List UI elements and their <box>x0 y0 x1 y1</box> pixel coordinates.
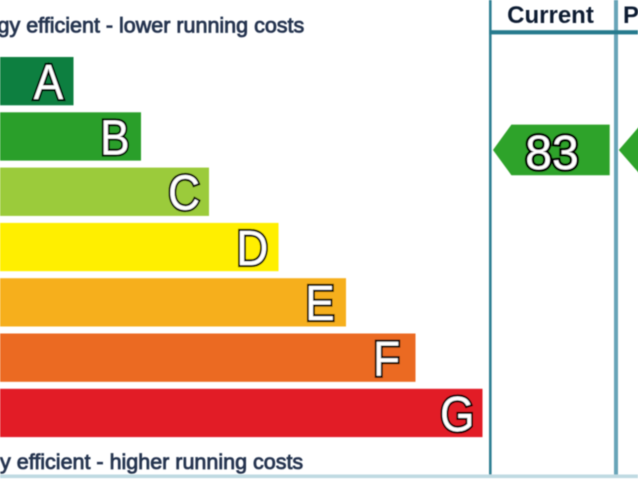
svg-text:Not energy efficient - higher: Not energy efficient - higher running co… <box>0 450 303 474</box>
svg-text:D: D <box>236 221 268 276</box>
svg-text:Current: Current <box>507 2 594 29</box>
svg-text:Very energy efficient - lower: Very energy efficient - lower running co… <box>0 14 304 38</box>
svg-text:G: G <box>440 387 474 442</box>
svg-text:C: C <box>168 165 200 220</box>
svg-text:83: 83 <box>525 127 578 180</box>
svg-text:E: E <box>305 276 334 331</box>
svg-text:F: F <box>373 331 400 386</box>
svg-text:Potential: Potential <box>623 2 638 29</box>
svg-text:A: A <box>34 55 63 110</box>
svg-text:B: B <box>100 110 129 165</box>
